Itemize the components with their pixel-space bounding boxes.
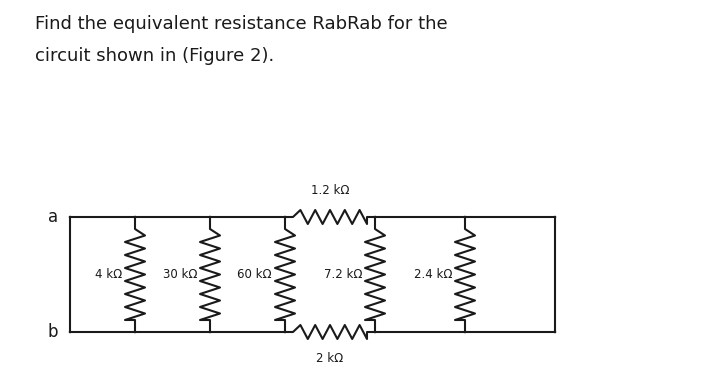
Text: 4 kΩ: 4 kΩ [95, 268, 122, 281]
Circle shape [464, 216, 466, 217]
Circle shape [374, 216, 376, 217]
Text: a: a [48, 208, 58, 226]
Text: Find the equivalent resistance RabRab for the: Find the equivalent resistance RabRab fo… [35, 15, 448, 33]
Circle shape [554, 331, 556, 332]
Text: 2.4 kΩ: 2.4 kΩ [413, 268, 452, 281]
Text: 1.2 kΩ: 1.2 kΩ [311, 184, 349, 197]
Text: 7.2 kΩ: 7.2 kΩ [323, 268, 362, 281]
Circle shape [554, 216, 556, 217]
Circle shape [374, 331, 376, 332]
Text: b: b [48, 323, 58, 341]
Circle shape [69, 216, 71, 217]
Circle shape [69, 331, 71, 332]
Text: circuit shown in (Figure 2).: circuit shown in (Figure 2). [35, 47, 274, 65]
Circle shape [464, 331, 466, 332]
Circle shape [284, 216, 286, 217]
Text: 60 kΩ: 60 kΩ [238, 268, 272, 281]
Circle shape [284, 331, 286, 332]
Text: 30 kΩ: 30 kΩ [163, 268, 197, 281]
Text: 2 kΩ: 2 kΩ [316, 352, 343, 365]
